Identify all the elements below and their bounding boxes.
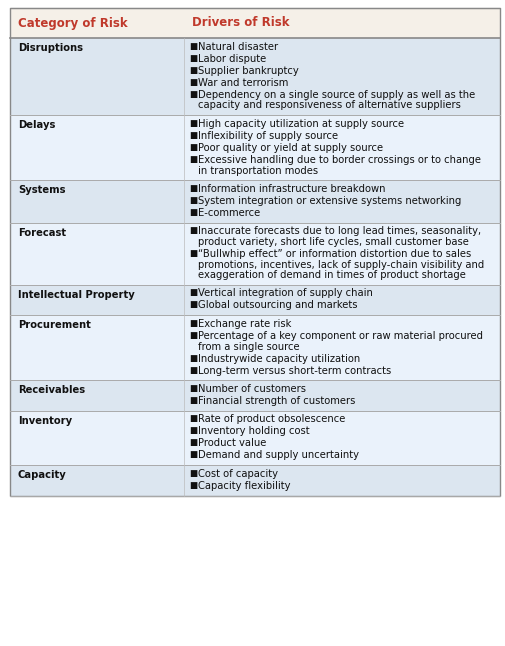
Text: Global outsourcing and markets: Global outsourcing and markets (197, 300, 357, 311)
Text: Delays: Delays (18, 120, 55, 130)
Text: ■: ■ (188, 426, 196, 435)
FancyBboxPatch shape (10, 410, 499, 465)
FancyBboxPatch shape (10, 38, 499, 115)
FancyBboxPatch shape (10, 465, 499, 495)
FancyBboxPatch shape (10, 180, 499, 222)
Text: ■: ■ (188, 366, 196, 375)
Text: ■: ■ (188, 300, 196, 309)
Text: War and terrorism: War and terrorism (197, 78, 288, 88)
Text: ■: ■ (188, 155, 196, 164)
Text: ■: ■ (188, 208, 196, 217)
Text: “Bullwhip effect” or information distortion due to sales: “Bullwhip effect” or information distort… (197, 249, 470, 259)
Text: System integration or extensive systems networking: System integration or extensive systems … (197, 196, 461, 206)
Text: Forecast: Forecast (18, 227, 66, 238)
FancyBboxPatch shape (10, 8, 499, 38)
Text: ■: ■ (188, 54, 196, 63)
Text: ■: ■ (188, 415, 196, 424)
FancyBboxPatch shape (10, 222, 499, 284)
Text: Inventory holding cost: Inventory holding cost (197, 426, 309, 437)
Text: ■: ■ (188, 331, 196, 340)
FancyBboxPatch shape (10, 315, 499, 380)
Text: Long-term versus short-term contracts: Long-term versus short-term contracts (197, 366, 390, 375)
Text: promotions, incentives, lack of supply-chain visibility and: promotions, incentives, lack of supply-c… (197, 260, 483, 269)
Text: Supplier bankruptcy: Supplier bankruptcy (197, 66, 298, 76)
Text: Financial strength of customers: Financial strength of customers (197, 396, 355, 406)
Text: Inventory: Inventory (18, 415, 72, 426)
Text: Dependency on a single source of supply as well as the: Dependency on a single source of supply … (197, 90, 474, 100)
Text: Percentage of a key component or raw material procured: Percentage of a key component or raw mat… (197, 331, 482, 341)
Text: Intellectual Property: Intellectual Property (18, 289, 134, 300)
Text: exaggeration of demand in times of product shortage: exaggeration of demand in times of produ… (197, 270, 465, 280)
FancyBboxPatch shape (10, 284, 499, 315)
Text: ■: ■ (188, 131, 196, 140)
Text: ■: ■ (188, 353, 196, 362)
Text: Rate of product obsolescence: Rate of product obsolescence (197, 415, 344, 424)
Text: ■: ■ (188, 143, 196, 152)
Text: Poor quality or yield at supply source: Poor quality or yield at supply source (197, 143, 382, 153)
Text: Excessive handling due to border crossings or to change: Excessive handling due to border crossin… (197, 155, 480, 165)
Text: ■: ■ (188, 78, 196, 87)
Text: from a single source: from a single source (197, 342, 299, 351)
Text: ■: ■ (188, 450, 196, 459)
Text: ■: ■ (188, 384, 196, 393)
Text: Labor dispute: Labor dispute (197, 54, 266, 64)
Text: ■: ■ (188, 289, 196, 298)
Text: Information infrastructure breakdown: Information infrastructure breakdown (197, 184, 385, 194)
Text: Vertical integration of supply chain: Vertical integration of supply chain (197, 289, 372, 298)
Text: Category of Risk: Category of Risk (18, 17, 127, 30)
Text: ■: ■ (188, 227, 196, 236)
Text: Disruptions: Disruptions (18, 43, 83, 53)
Text: ■: ■ (188, 196, 196, 205)
Text: Cost of capacity: Cost of capacity (197, 469, 277, 479)
Text: ■: ■ (188, 439, 196, 448)
Text: Natural disaster: Natural disaster (197, 42, 278, 52)
Text: Capacity: Capacity (18, 470, 67, 480)
Text: Number of customers: Number of customers (197, 384, 306, 394)
Text: Receivables: Receivables (18, 385, 85, 395)
Text: E-commerce: E-commerce (197, 208, 260, 218)
Text: product variety, short life cycles, small customer base: product variety, short life cycles, smal… (197, 237, 468, 247)
Text: Inflexibility of supply source: Inflexibility of supply source (197, 131, 337, 141)
Text: ■: ■ (188, 396, 196, 405)
Text: Product value: Product value (197, 439, 266, 448)
Text: Capacity flexibility: Capacity flexibility (197, 481, 290, 491)
Text: Systems: Systems (18, 185, 65, 195)
Text: High capacity utilization at supply source: High capacity utilization at supply sour… (197, 119, 403, 129)
Text: ■: ■ (188, 469, 196, 478)
Text: ■: ■ (188, 249, 196, 258)
Text: Demand and supply uncertainty: Demand and supply uncertainty (197, 450, 358, 461)
Text: Industrywide capacity utilization: Industrywide capacity utilization (197, 353, 360, 364)
Text: ■: ■ (188, 42, 196, 51)
FancyBboxPatch shape (10, 115, 499, 180)
FancyBboxPatch shape (10, 380, 499, 410)
Text: ■: ■ (188, 184, 196, 193)
Text: capacity and responsiveness of alternative suppliers: capacity and responsiveness of alternati… (197, 101, 460, 110)
Text: Procurement: Procurement (18, 320, 91, 330)
Text: ■: ■ (188, 319, 196, 328)
Text: Drivers of Risk: Drivers of Risk (191, 17, 289, 30)
Text: Inaccurate forecasts due to long lead times, seasonality,: Inaccurate forecasts due to long lead ti… (197, 227, 480, 236)
Text: ■: ■ (188, 481, 196, 490)
Text: in transportation modes: in transportation modes (197, 165, 318, 176)
Text: ■: ■ (188, 119, 196, 128)
Text: Exchange rate risk: Exchange rate risk (197, 319, 291, 329)
Text: ■: ■ (188, 90, 196, 99)
Text: ■: ■ (188, 66, 196, 75)
